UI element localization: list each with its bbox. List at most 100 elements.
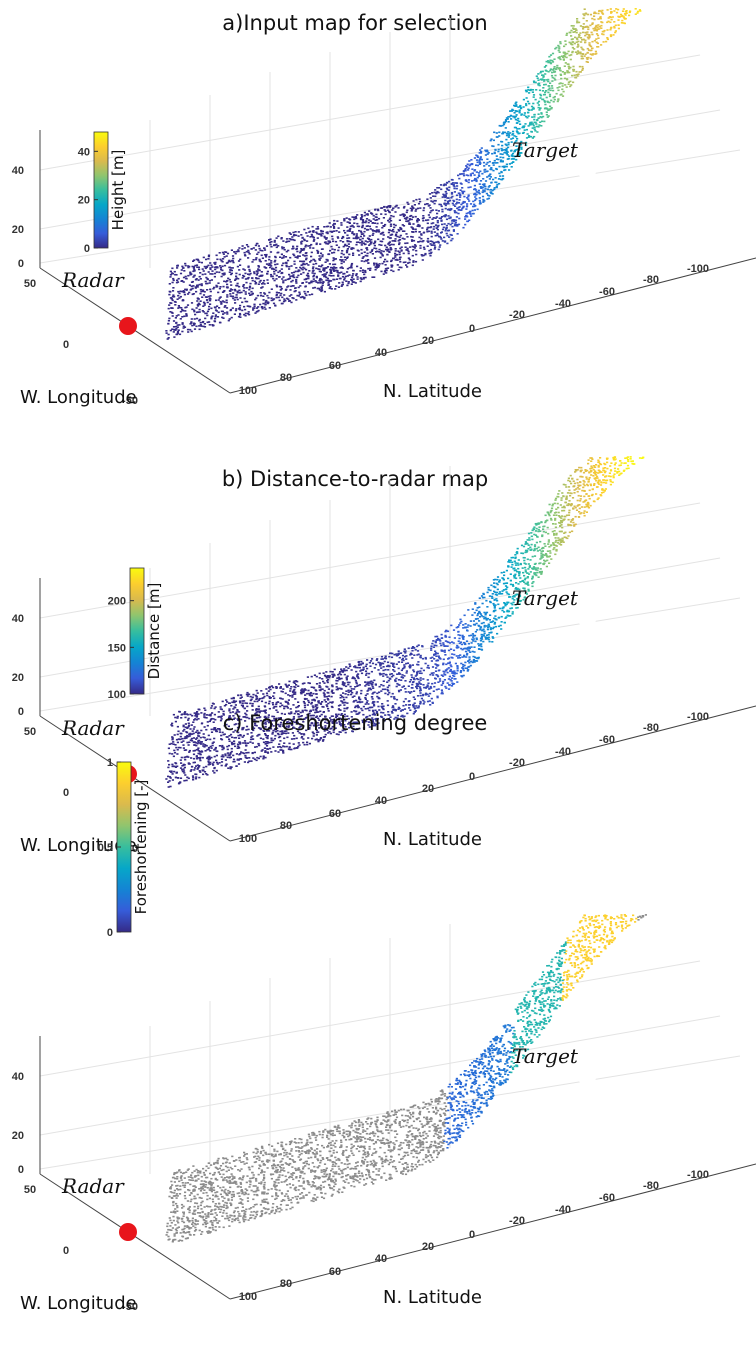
data-point — [263, 292, 266, 294]
data-point — [280, 272, 283, 275]
data-point — [190, 757, 193, 759]
data-point — [422, 254, 425, 257]
data-point — [401, 674, 404, 676]
data-point — [308, 682, 311, 685]
data-point — [279, 686, 282, 688]
data-point — [431, 656, 434, 659]
data-point — [328, 274, 331, 277]
data-point — [194, 264, 197, 267]
data-point — [536, 119, 539, 121]
data-point — [303, 688, 306, 690]
data-point — [419, 247, 422, 249]
data-point — [519, 104, 522, 107]
data-point — [510, 118, 513, 120]
data-point — [232, 731, 235, 733]
data-point — [234, 745, 237, 748]
data-point — [220, 755, 223, 758]
data-point — [336, 220, 339, 222]
data-point — [563, 73, 566, 75]
data-point — [473, 174, 476, 176]
data-point — [569, 80, 572, 83]
data-point — [436, 652, 439, 655]
data-point — [352, 269, 355, 272]
data-point — [303, 682, 306, 684]
data-point — [428, 193, 432, 195]
data-point — [420, 697, 423, 700]
data-point — [418, 236, 421, 239]
data-point — [301, 282, 304, 284]
data-point — [572, 70, 575, 72]
data-point — [513, 126, 516, 129]
data-point — [515, 135, 518, 138]
data-point — [537, 79, 540, 81]
data-point — [574, 506, 577, 509]
data-point — [302, 725, 305, 727]
data-point — [280, 237, 283, 239]
data-point — [445, 181, 449, 184]
data-point — [532, 106, 535, 109]
data-point — [566, 63, 569, 65]
data-point — [338, 231, 341, 233]
data-point — [540, 113, 543, 115]
data-point — [595, 479, 598, 482]
data-point — [390, 219, 393, 222]
data-point — [305, 258, 308, 261]
data-point — [223, 256, 226, 258]
data-point — [362, 727, 366, 729]
data-point — [251, 702, 254, 705]
data-point — [419, 688, 422, 690]
data-point — [519, 141, 522, 144]
data-point — [249, 699, 252, 702]
lat-tick-label: 20 — [422, 783, 434, 795]
data-point — [408, 258, 411, 261]
lat-axis-line — [229, 705, 756, 842]
data-point — [574, 76, 577, 79]
data-point — [185, 314, 188, 316]
data-point — [476, 614, 479, 617]
data-point — [278, 276, 281, 278]
data-point — [342, 261, 345, 263]
data-point — [226, 287, 229, 289]
data-point — [184, 758, 187, 761]
data-point — [599, 457, 602, 459]
data-point — [559, 519, 563, 522]
data-point — [429, 211, 432, 214]
data-point — [290, 738, 294, 740]
radar-label: Radar — [61, 268, 125, 292]
data-point — [426, 228, 429, 231]
data-point — [339, 694, 342, 696]
data-point — [486, 170, 489, 172]
data-point — [297, 286, 300, 289]
data-point — [248, 268, 251, 271]
data-point — [222, 258, 225, 260]
data-point — [475, 193, 478, 196]
data-point — [386, 209, 390, 212]
data-point — [579, 469, 582, 472]
data-point — [400, 266, 403, 269]
data-point — [266, 720, 269, 722]
data-point — [318, 719, 321, 721]
data-point — [510, 566, 513, 568]
data-point — [484, 616, 487, 619]
data-point — [361, 269, 365, 271]
data-point — [574, 51, 577, 53]
data-point — [411, 664, 414, 666]
data-point — [189, 733, 192, 736]
data-point — [434, 224, 438, 226]
data-point — [223, 301, 226, 303]
data-point — [196, 305, 200, 307]
data-point — [359, 218, 363, 221]
data-point — [321, 289, 324, 291]
data-point — [297, 269, 300, 271]
data-point — [491, 152, 494, 155]
data-point — [329, 280, 333, 282]
data-point — [312, 240, 315, 242]
data-point — [232, 696, 235, 699]
data-point — [184, 726, 187, 729]
data-point — [275, 285, 279, 288]
data-point — [303, 743, 306, 746]
data-point — [247, 249, 250, 252]
data-point — [234, 712, 237, 715]
data-point — [318, 268, 321, 271]
data-point — [208, 282, 211, 284]
